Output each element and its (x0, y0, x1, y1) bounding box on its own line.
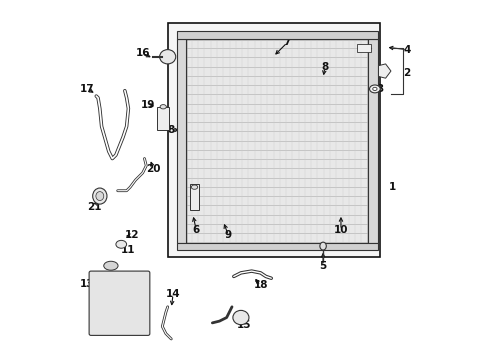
Text: 21: 21 (87, 202, 102, 212)
Text: 15: 15 (237, 320, 251, 330)
Ellipse shape (232, 310, 248, 325)
Ellipse shape (369, 85, 380, 93)
Bar (176, 39, 185, 243)
Bar (176, 243, 378, 250)
Text: 2: 2 (403, 68, 410, 78)
Text: 10: 10 (333, 225, 347, 235)
Text: 13: 13 (80, 279, 94, 289)
Text: 16: 16 (135, 48, 150, 58)
Text: 8: 8 (167, 125, 175, 135)
Text: 17: 17 (80, 84, 95, 94)
Text: 5: 5 (319, 261, 326, 271)
Bar (356, 44, 370, 52)
Ellipse shape (116, 240, 126, 248)
Text: 9: 9 (224, 230, 231, 240)
Ellipse shape (96, 192, 103, 201)
Ellipse shape (372, 87, 376, 90)
Polygon shape (378, 64, 390, 78)
Bar (185, 39, 367, 243)
Bar (176, 31, 378, 39)
Bar (367, 39, 378, 243)
Bar (167, 23, 380, 257)
Text: 20: 20 (146, 164, 161, 174)
Ellipse shape (319, 242, 325, 250)
Text: 3: 3 (376, 84, 383, 94)
Bar (157, 107, 169, 130)
Text: 8: 8 (321, 63, 328, 72)
Ellipse shape (103, 261, 118, 270)
Text: 12: 12 (124, 230, 139, 240)
Text: 14: 14 (165, 289, 180, 299)
Bar (189, 184, 198, 210)
Text: 19: 19 (141, 100, 155, 110)
Text: 11: 11 (121, 245, 135, 255)
Text: 4: 4 (403, 45, 410, 55)
Ellipse shape (160, 50, 175, 64)
Text: 6: 6 (192, 225, 200, 235)
Ellipse shape (191, 185, 197, 189)
Text: 7: 7 (283, 37, 290, 48)
Ellipse shape (160, 105, 166, 109)
FancyBboxPatch shape (89, 271, 149, 336)
Text: 1: 1 (388, 182, 396, 192)
Text: 18: 18 (253, 280, 267, 291)
Ellipse shape (93, 188, 107, 204)
